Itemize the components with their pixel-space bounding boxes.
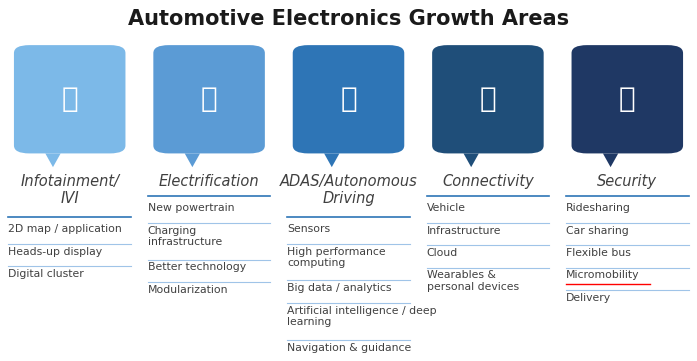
Text: Heads-up display: Heads-up display bbox=[8, 247, 102, 257]
Text: Charging
infrastructure: Charging infrastructure bbox=[148, 226, 222, 247]
Text: New powertrain: New powertrain bbox=[148, 203, 234, 213]
Text: Automotive Electronics Growth Areas: Automotive Electronics Growth Areas bbox=[128, 9, 569, 29]
Text: Connectivity: Connectivity bbox=[442, 174, 534, 189]
Text: 2D map / application: 2D map / application bbox=[8, 224, 122, 234]
Text: Artificial intelligence / deep
learning: Artificial intelligence / deep learning bbox=[287, 306, 437, 327]
Text: Digital cluster: Digital cluster bbox=[8, 269, 84, 279]
Text: Car sharing: Car sharing bbox=[566, 226, 629, 236]
Text: Electrification: Electrification bbox=[159, 174, 259, 189]
Text: High performance
computing: High performance computing bbox=[287, 247, 385, 268]
Text: Infrastructure: Infrastructure bbox=[427, 226, 501, 236]
FancyBboxPatch shape bbox=[293, 45, 404, 153]
Text: Micromobility: Micromobility bbox=[566, 270, 639, 280]
Text: Delivery: Delivery bbox=[566, 293, 611, 303]
Text: Wearables &
personal devices: Wearables & personal devices bbox=[427, 270, 519, 292]
FancyBboxPatch shape bbox=[14, 45, 125, 153]
Text: 🗺: 🗺 bbox=[61, 85, 78, 113]
Polygon shape bbox=[603, 153, 618, 167]
Polygon shape bbox=[185, 153, 200, 167]
Polygon shape bbox=[45, 153, 61, 167]
Text: 📶: 📶 bbox=[480, 85, 496, 113]
Text: Sensors: Sensors bbox=[287, 224, 330, 234]
Text: Navigation & guidance: Navigation & guidance bbox=[287, 343, 411, 353]
Text: Better technology: Better technology bbox=[148, 262, 246, 273]
Text: ADAS/Autonomous
Driving: ADAS/Autonomous Driving bbox=[279, 174, 418, 206]
Text: Security: Security bbox=[597, 174, 657, 189]
Text: Big data / analytics: Big data / analytics bbox=[287, 283, 392, 293]
FancyBboxPatch shape bbox=[153, 45, 265, 153]
Text: 🔌: 🔌 bbox=[201, 85, 217, 113]
Text: Vehicle: Vehicle bbox=[427, 203, 466, 213]
Polygon shape bbox=[324, 153, 339, 167]
Text: Ridesharing: Ridesharing bbox=[566, 203, 631, 213]
FancyBboxPatch shape bbox=[572, 45, 683, 153]
Text: Cloud: Cloud bbox=[427, 248, 458, 258]
Text: 🔒: 🔒 bbox=[619, 85, 636, 113]
Text: Infotainment/
IVI: Infotainment/ IVI bbox=[20, 174, 119, 206]
Text: Flexible bus: Flexible bus bbox=[566, 248, 631, 258]
Polygon shape bbox=[464, 153, 479, 167]
Text: 🚗: 🚗 bbox=[340, 85, 357, 113]
FancyBboxPatch shape bbox=[432, 45, 544, 153]
Text: Modularization: Modularization bbox=[148, 285, 228, 295]
